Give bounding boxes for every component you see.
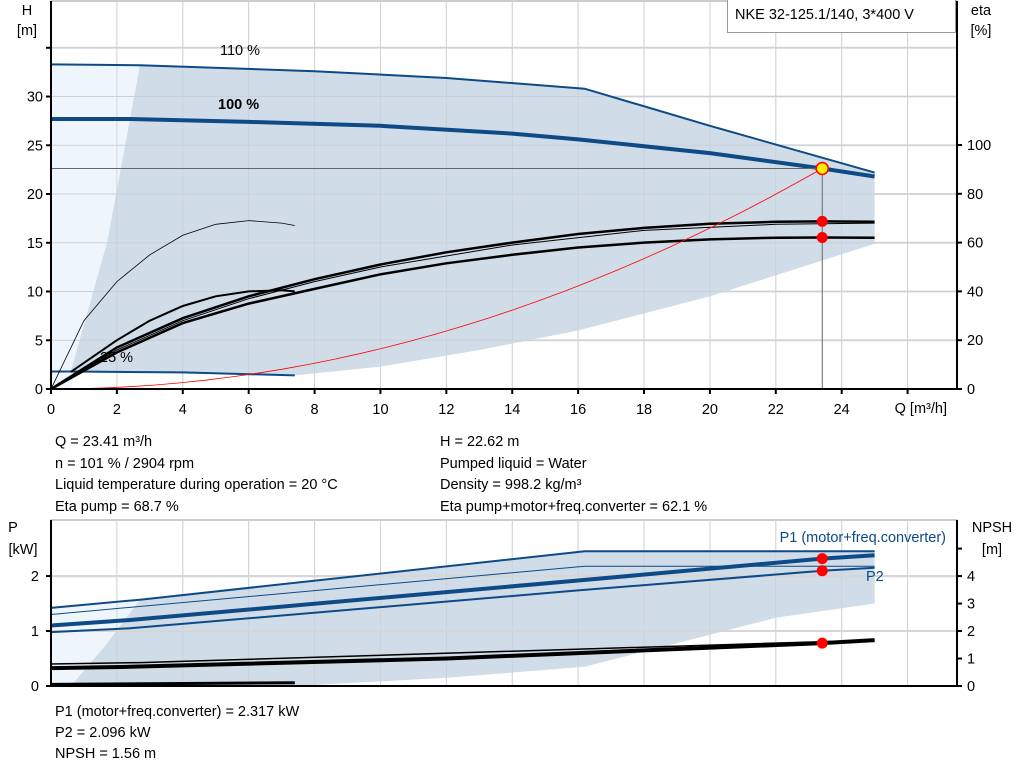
npsh-point	[816, 637, 828, 649]
label-25: 25 %	[100, 350, 133, 366]
x-tick-label: 10	[372, 402, 388, 418]
info-density: Density = 998.2 kg/m³	[440, 477, 582, 493]
x-axis-label: Q [m³/h]	[895, 401, 947, 417]
y-right-axis-unit: [%]	[971, 23, 992, 39]
p-tick-label: 2	[31, 569, 39, 585]
power-curve	[50, 565, 875, 615]
p-tick-label: 0	[31, 679, 39, 695]
info-liquid: Pumped liquid = Water	[440, 455, 587, 472]
operating-point	[815, 161, 830, 176]
y-tick-label: 25	[27, 138, 43, 154]
info-speed: n = 101 % / 2904 rpm	[55, 455, 195, 472]
y-tick-label: 20	[27, 187, 43, 203]
x-tick-label: 4	[179, 402, 187, 418]
info-bottom: P1 (motor+freq.converter) = 2.317 kW P2 …	[55, 702, 299, 765]
eta-pump-point	[816, 215, 828, 227]
p1-label: P1 (motor+freq.converter)	[780, 530, 946, 546]
x-tick-label: 6	[245, 402, 253, 418]
power-curve	[50, 681, 295, 686]
power-curve	[50, 550, 875, 609]
bottom-operating-region	[70, 551, 875, 686]
p2-label: P2	[866, 569, 884, 585]
x-tick-label: 2	[113, 402, 121, 418]
npsh-axis-label: NPSH	[972, 520, 1012, 536]
p-axis-label: P	[8, 520, 18, 536]
npsh-tick-label: 4	[967, 569, 975, 585]
y-tick-label: 30	[27, 90, 43, 106]
y-right-axis-label: eta	[971, 3, 992, 19]
y-tick-label: 5	[35, 333, 43, 349]
eta-total-point	[816, 231, 828, 243]
info-top-right: H = 22.62 m Pumped liquid = Water Densit…	[440, 432, 707, 518]
system-curve	[50, 168, 823, 390]
y-right-tick-label: 80	[967, 187, 983, 203]
y-right-tick-label: 60	[967, 236, 983, 252]
power-curve	[50, 553, 875, 628]
p1-point	[816, 553, 828, 565]
y-right-tick-label: 40	[967, 284, 983, 300]
x-tick-label: 18	[636, 402, 652, 418]
efficiency-curve	[50, 220, 295, 390]
info-top-left: Q = 23.41 m³/h n = 101 % / 2904 rpm Liqu…	[55, 432, 338, 518]
info-p2: P2 = 2.096 kW	[55, 725, 151, 741]
info-head: H = 22.62 m	[440, 434, 520, 450]
y-right-tick-label: 0	[967, 382, 975, 398]
y-tick-label: 0	[35, 382, 43, 398]
y-axis-unit: [m]	[17, 23, 37, 39]
npsh-axis-unit: [m]	[982, 542, 1002, 558]
npsh-curve	[50, 639, 875, 665]
npsh-tick-label: 2	[967, 624, 975, 640]
label-110: 110 %	[220, 43, 260, 59]
info-npsh: NPSH = 1.56 m	[55, 746, 157, 762]
efficiency-curve	[70, 289, 295, 373]
y-tick-label: 15	[27, 236, 43, 252]
head-curve-25	[51, 370, 295, 377]
x-tick-label: 14	[504, 402, 520, 418]
npsh-tick-label: 0	[967, 679, 975, 695]
p-tick-label: 1	[31, 624, 39, 640]
x-tick-label: 8	[311, 402, 319, 418]
x-tick-label: 20	[702, 402, 718, 418]
p2-point	[816, 565, 828, 577]
power-curve	[50, 566, 875, 634]
pump-title: NKE 32-125.1/140, 3*400 V	[727, 0, 956, 33]
p-axis-unit: [kW]	[9, 542, 38, 558]
label-100: 100 %	[218, 97, 259, 113]
npsh-tick-label: 3	[967, 597, 975, 613]
x-tick-label: 24	[834, 402, 850, 418]
npsh-tick-label: 1	[967, 652, 975, 668]
x-tick-label: 0	[47, 402, 55, 418]
info-eta-pump: Eta pump = 68.7 %	[55, 498, 179, 515]
y-right-tick-label: 20	[967, 333, 983, 349]
efficiency-curve	[50, 222, 875, 390]
info-eta-total: Eta pump+motor+freq.converter = 62.1 %	[440, 498, 708, 515]
efficiency-curve	[50, 220, 875, 391]
x-tick-label: 12	[438, 402, 454, 418]
info-flow: Q = 23.41 m³/h	[55, 434, 153, 450]
x-tick-label: 22	[768, 402, 784, 418]
npsh-curve	[50, 638, 875, 671]
pump-title-text: NKE 32-125.1/140, 3*400 V	[735, 7, 914, 23]
x-tick-label: 16	[570, 402, 586, 418]
efficiency-curve	[50, 236, 875, 391]
info-temperature: Liquid temperature during operation = 20…	[55, 477, 338, 493]
y-axis-label: H	[22, 3, 32, 19]
y-right-tick-label: 100	[967, 138, 991, 154]
head-curve-100	[51, 117, 875, 179]
head-curve-110	[50, 63, 875, 174]
y-tick-label: 10	[27, 285, 43, 301]
info-p1: P1 (motor+freq.converter) = 2.317 kW	[55, 704, 300, 720]
